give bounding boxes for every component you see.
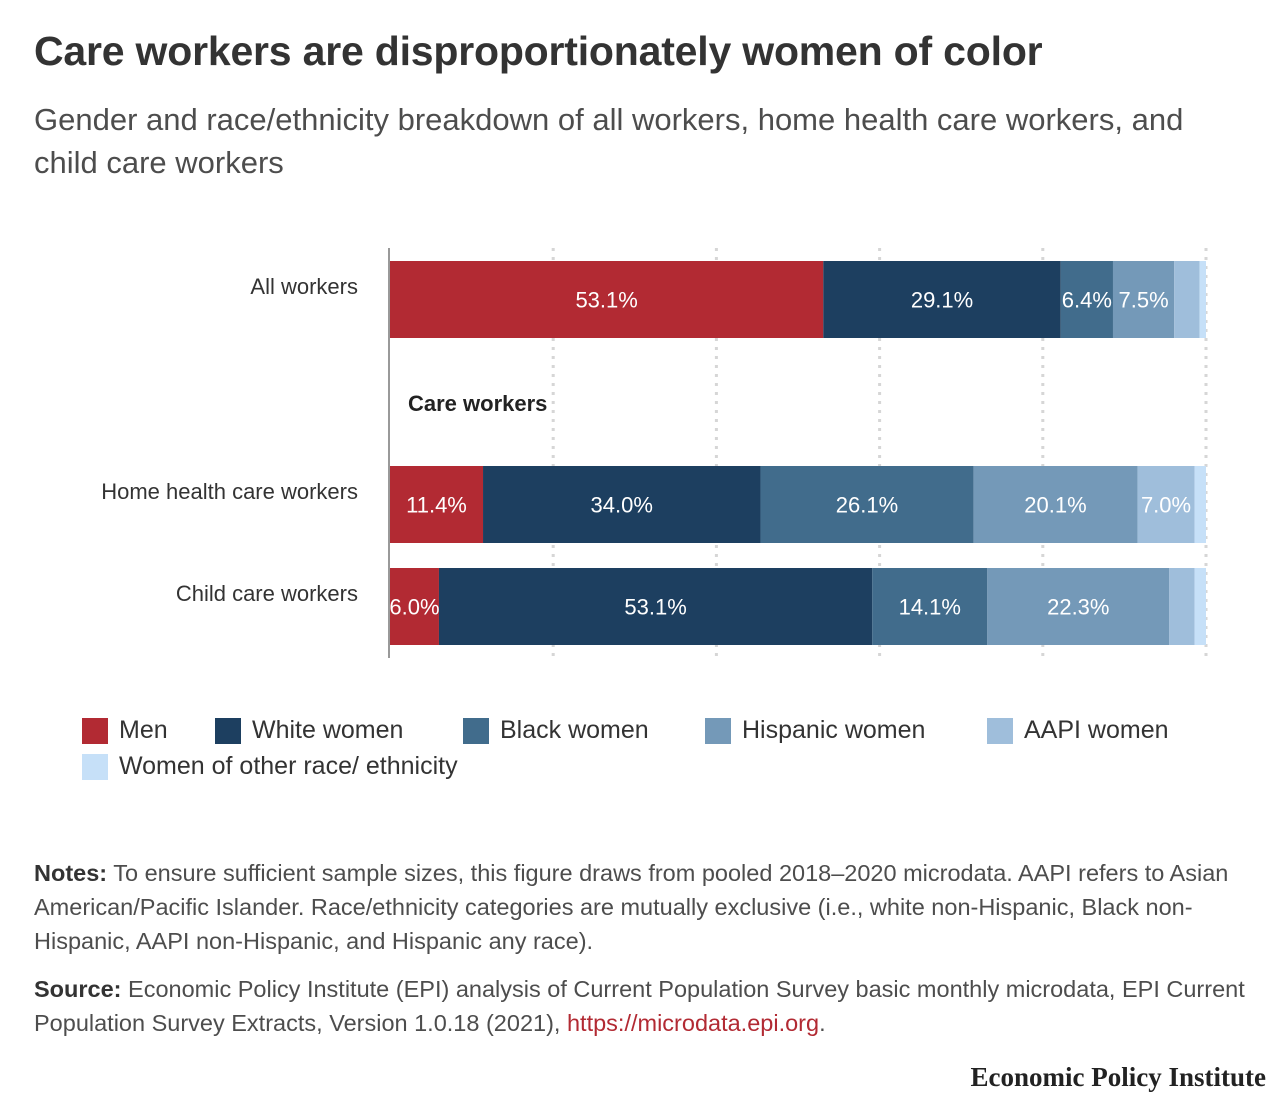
data-label: 20.1% — [1024, 493, 1086, 518]
bar-aapi-women — [1137, 466, 1195, 543]
notes-label: Notes: — [34, 860, 108, 886]
bar-women-of-other-race-ethnicity — [1194, 568, 1206, 645]
legend-label: AAPI women — [1024, 716, 1169, 744]
legend-label: White women — [252, 716, 404, 744]
legend-label: Hispanic women — [742, 716, 926, 744]
bar-men — [390, 261, 824, 338]
bar-hispanic-women — [973, 466, 1138, 543]
bar-hispanic-women — [987, 568, 1170, 645]
category-label: Home health care workers — [101, 479, 358, 504]
data-label: 7.5% — [1118, 288, 1168, 313]
bar-men — [390, 568, 439, 645]
notes-text: To ensure sufficient sample sizes, this … — [34, 860, 1229, 954]
category-label: Child care workers — [176, 581, 358, 606]
data-label: 11.4% — [406, 493, 467, 518]
legend-swatch — [463, 718, 489, 744]
bar-white-women — [823, 261, 1061, 338]
bar-women-of-other-race-ethnicity — [1194, 466, 1206, 543]
stacked-bar-chart: All workers 53.1% 29.1% 6.4% 7.5% Home health… — [101, 248, 1208, 658]
notes: Notes: To ensure sufficient sample sizes… — [34, 856, 1254, 958]
source-link[interactable]: https://microdata.epi.org — [566, 1010, 820, 1036]
legend-swatch — [82, 754, 108, 780]
bar-white-women — [483, 466, 761, 543]
data-label: 26.1% — [836, 493, 898, 518]
data-label: 6.0% — [389, 595, 439, 620]
source-text: Economic Policy Institute (EPI) analysis… — [34, 976, 1245, 1036]
legend-label: Men — [119, 716, 168, 744]
group-label: Care workers — [408, 391, 547, 416]
legend-label: Women of other race/ ethnicity — [119, 752, 458, 780]
bar-men — [390, 466, 484, 543]
data-label: 29.1% — [911, 288, 973, 313]
data-label: 53.1% — [575, 288, 637, 313]
bar-white-women — [438, 568, 873, 645]
bar-black-women — [872, 568, 988, 645]
bar-aapi-women — [1174, 261, 1200, 338]
bar-hispanic-women — [1112, 261, 1175, 338]
source-end: . — [819, 1010, 826, 1036]
data-label: 14.1% — [899, 595, 961, 620]
chart-subtitle: Gender and race/ethnicity breakdown of a… — [34, 102, 1184, 180]
category-label: All workers — [250, 274, 358, 299]
data-label: 7.0% — [1141, 493, 1191, 518]
bar-black-women — [760, 466, 974, 543]
bar-aapi-women — [1169, 568, 1195, 645]
legend-swatch — [987, 718, 1013, 744]
data-label: 6.4% — [1062, 288, 1112, 313]
legend-swatch — [705, 718, 731, 744]
brand-logo-text: Economic Policy Institute — [970, 1062, 1266, 1092]
legend-swatch — [82, 718, 108, 744]
legend-label: Black women — [500, 716, 649, 744]
bar-black-women — [1060, 261, 1113, 338]
data-label: 34.0% — [591, 493, 653, 518]
data-label: 53.1% — [624, 595, 686, 620]
source: Source: Economic Policy Institute (EPI) … — [34, 972, 1254, 1040]
source-label: Source: — [34, 976, 122, 1002]
chart-title: Care workers are disproportionately wome… — [34, 28, 1043, 74]
legend-swatch — [215, 718, 241, 744]
bar-women-of-other-race-ethnicity — [1199, 261, 1206, 338]
data-label: 22.3% — [1047, 595, 1109, 620]
